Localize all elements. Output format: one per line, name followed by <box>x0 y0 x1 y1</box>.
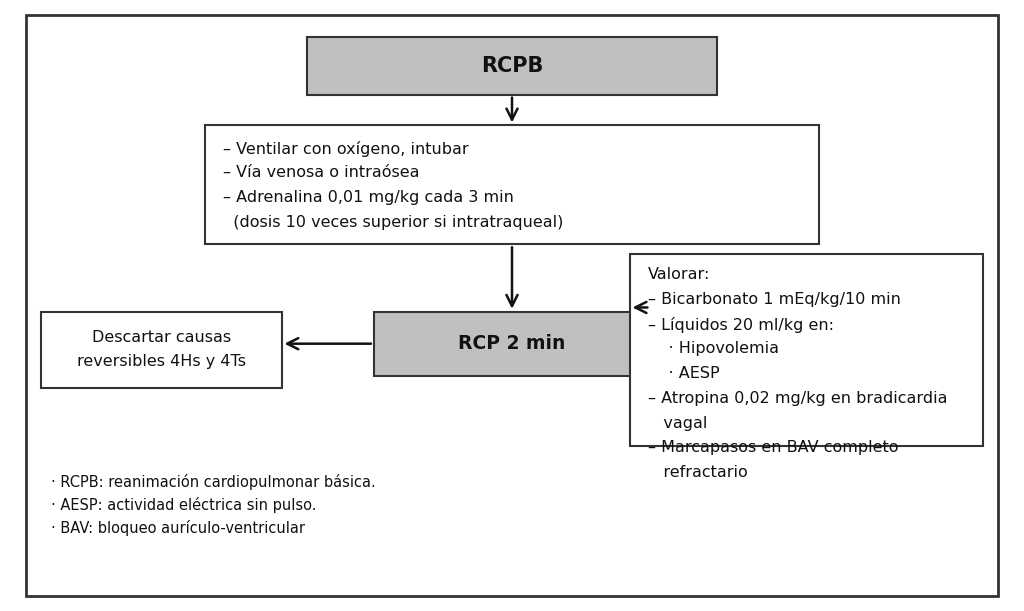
Bar <box>307 37 717 95</box>
Text: · AESP: actividad eléctrica sin pulso.: · AESP: actividad eléctrica sin pulso. <box>51 497 316 513</box>
Bar <box>41 312 282 388</box>
Text: (dosis 10 veces superior si intratraqueal): (dosis 10 veces superior si intratraquea… <box>223 215 563 230</box>
Text: – Adrenalina 0,01 mg/kg cada 3 min: – Adrenalina 0,01 mg/kg cada 3 min <box>223 190 514 205</box>
Text: – Atropina 0,02 mg/kg en bradicardia: – Atropina 0,02 mg/kg en bradicardia <box>648 391 947 406</box>
Text: · RCPB: reanimación cardiopulmonar básica.: · RCPB: reanimación cardiopulmonar básic… <box>51 474 376 489</box>
Text: – Bicarbonato 1 mEq/kg/10 min: – Bicarbonato 1 mEq/kg/10 min <box>648 292 901 307</box>
Text: – Vía venosa o intraósea: – Vía venosa o intraósea <box>223 166 420 180</box>
Text: vagal: vagal <box>648 415 708 431</box>
Text: Descartar causas: Descartar causas <box>92 331 230 345</box>
Text: · BAV: bloqueo aurículo-ventricular: · BAV: bloqueo aurículo-ventricular <box>51 520 305 536</box>
Text: refractario: refractario <box>648 465 748 480</box>
Bar <box>205 125 819 244</box>
Text: – Ventilar con oxígeno, intubar: – Ventilar con oxígeno, intubar <box>223 141 469 156</box>
Bar <box>630 254 983 446</box>
Text: · Hipovolemia: · Hipovolemia <box>648 342 779 356</box>
Text: RCPB: RCPB <box>481 56 543 76</box>
Text: – Líquidos 20 ml/kg en:: – Líquidos 20 ml/kg en: <box>648 316 835 332</box>
Text: – Marcapasos en BAV completo: – Marcapasos en BAV completo <box>648 441 899 455</box>
Text: · AESP: · AESP <box>648 366 720 381</box>
Text: reversibles 4Hs y 4Ts: reversibles 4Hs y 4Ts <box>77 354 246 369</box>
Bar <box>374 312 650 376</box>
Text: Valorar:: Valorar: <box>648 267 711 282</box>
Text: RCP 2 min: RCP 2 min <box>459 334 565 353</box>
